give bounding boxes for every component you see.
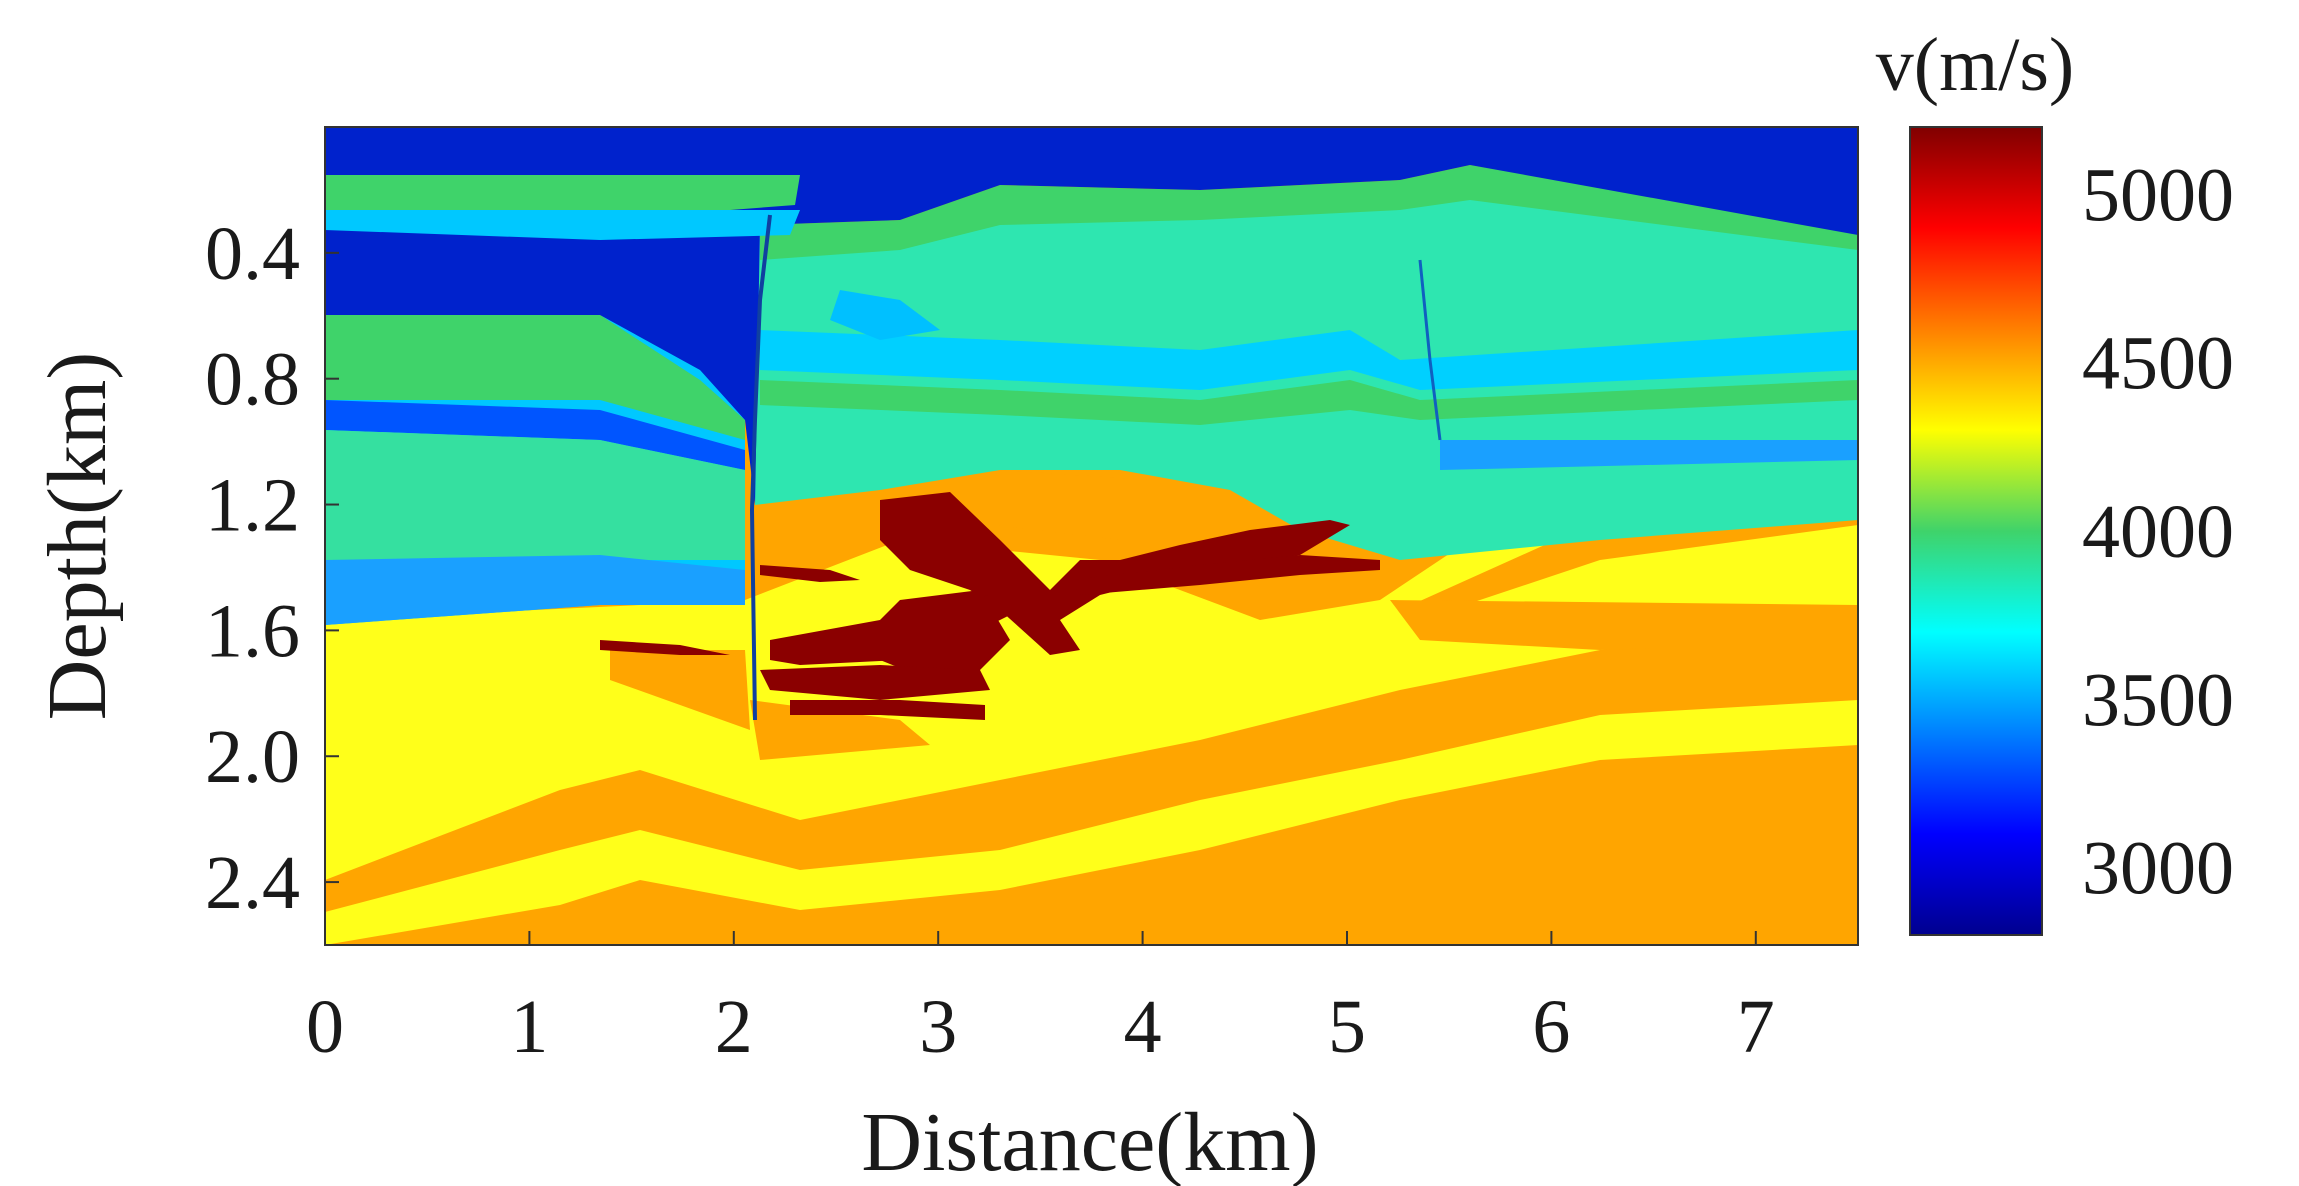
heatmap-image bbox=[325, 127, 1858, 945]
colorbar-tick-label: 4500 bbox=[2082, 322, 2234, 406]
y-axis-label: Depth(km) bbox=[31, 352, 124, 721]
colorbar-ticks: 3000 3500 4000 4500 5000 bbox=[2082, 153, 2234, 910]
x-tick-label: 6 bbox=[1532, 985, 1570, 1069]
y-tick-label: 0.4 bbox=[205, 212, 300, 296]
x-axis-label: Distance(km) bbox=[861, 1096, 1318, 1186]
x-tick-label: 0 bbox=[306, 985, 344, 1069]
y-tick-label: 2.4 bbox=[205, 841, 300, 925]
colorbar-tick-label: 5000 bbox=[2082, 153, 2234, 237]
colorbar-tick-label: 3000 bbox=[2082, 827, 2234, 911]
x-axis: 0 1 2 3 4 5 6 7 bbox=[306, 931, 1775, 1069]
x-tick-label: 7 bbox=[1737, 985, 1775, 1069]
colorbar-tick-label: 4000 bbox=[2082, 490, 2234, 574]
x-tick-label: 1 bbox=[510, 985, 548, 1069]
y-tick-label: 1.6 bbox=[205, 589, 300, 673]
x-tick-label: 4 bbox=[1124, 985, 1162, 1069]
colorbar-tick-label: 3500 bbox=[2082, 658, 2234, 742]
x-tick-label: 5 bbox=[1328, 985, 1366, 1069]
y-tick-label: 2.0 bbox=[205, 715, 300, 799]
colorbar-label: v(m/s) bbox=[1876, 23, 2074, 107]
y-axis: 0.4 0.8 1.2 1.6 2.0 2.4 bbox=[205, 212, 339, 925]
plot-area-frame bbox=[324, 126, 1859, 946]
x-tick-label: 3 bbox=[919, 985, 957, 1069]
y-tick-label: 0.8 bbox=[205, 338, 300, 422]
colorbar bbox=[1909, 126, 2043, 936]
x-tick-label: 2 bbox=[715, 985, 753, 1069]
y-tick-label: 1.2 bbox=[205, 464, 300, 548]
